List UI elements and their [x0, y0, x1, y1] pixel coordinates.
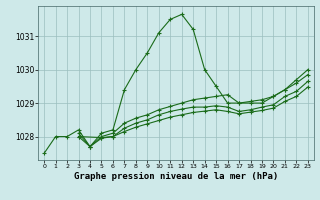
X-axis label: Graphe pression niveau de la mer (hPa): Graphe pression niveau de la mer (hPa): [74, 172, 278, 181]
